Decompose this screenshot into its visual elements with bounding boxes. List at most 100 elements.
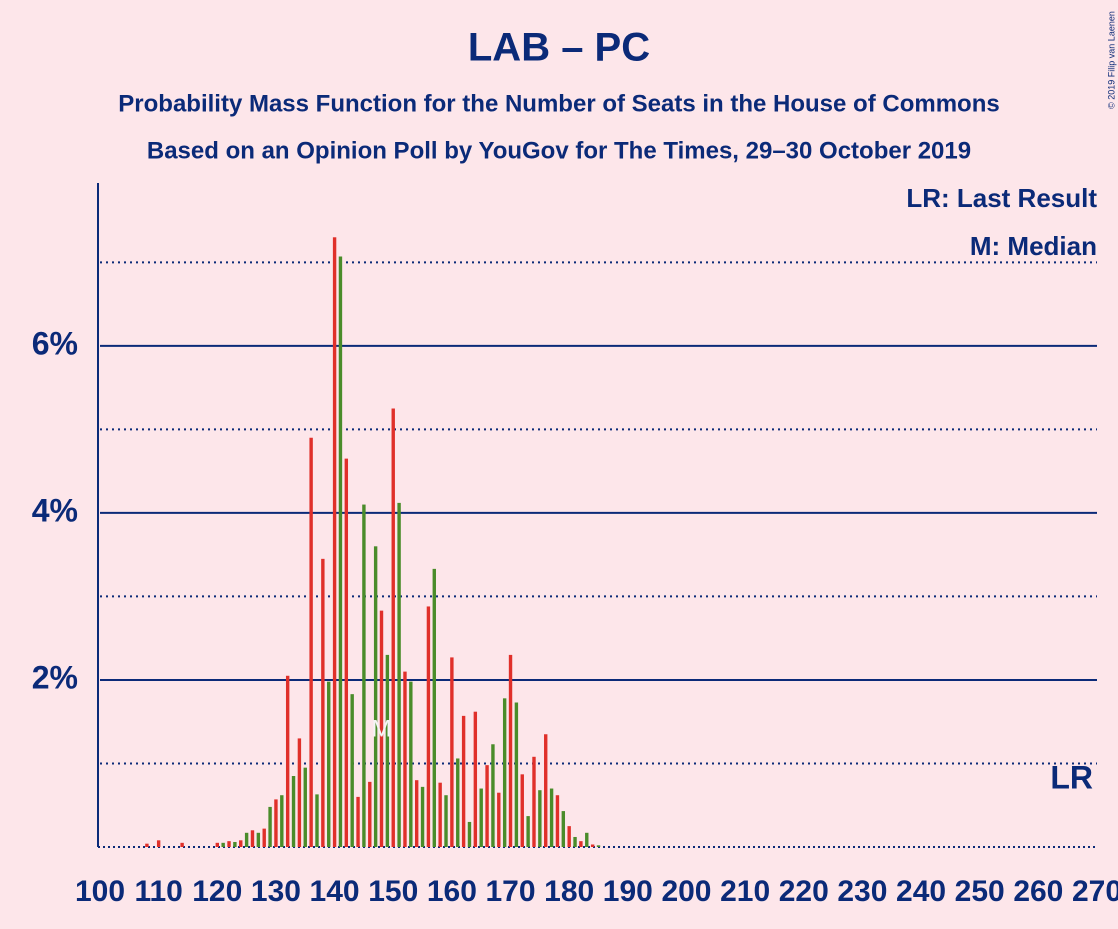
- bar: [256, 832, 261, 847]
- bar: [385, 654, 390, 847]
- bar: [274, 799, 278, 847]
- bar: [262, 828, 266, 847]
- bar: [315, 794, 319, 847]
- x-tick-label: 210: [720, 875, 770, 908]
- bar: [450, 657, 454, 847]
- bar: [508, 654, 513, 847]
- bar: [432, 568, 436, 847]
- x-tick-label: 260: [1013, 875, 1063, 908]
- bar: [590, 844, 595, 847]
- x-tick-label: 110: [134, 875, 182, 908]
- bar: [303, 767, 307, 847]
- annotation: LR: [1050, 760, 1093, 796]
- bar: [344, 458, 349, 847]
- bar: [544, 734, 548, 847]
- bar: [362, 504, 366, 847]
- bar: [456, 758, 460, 847]
- x-tick-label: 220: [779, 875, 829, 908]
- bar: [491, 744, 495, 847]
- bar: [579, 841, 583, 847]
- x-tick-label: 200: [661, 875, 711, 908]
- bar: [215, 842, 219, 847]
- bar: [156, 840, 161, 847]
- bar: [297, 738, 302, 847]
- bar: [414, 780, 419, 847]
- bar: [485, 765, 489, 847]
- bar: [520, 774, 524, 847]
- bar: [532, 756, 536, 847]
- y-tick-label: 6%: [32, 325, 78, 361]
- legend-entry: M: Median: [970, 231, 1097, 261]
- bar: [368, 781, 372, 847]
- bar: [555, 795, 560, 847]
- bar: [479, 788, 483, 847]
- bar: [291, 776, 296, 847]
- bar: [426, 606, 431, 847]
- legend-entry: LR: Last Result: [906, 183, 1097, 213]
- y-tick-label: 2%: [32, 659, 78, 695]
- bar: [538, 790, 542, 847]
- bar: [321, 558, 325, 847]
- x-tick-label: 190: [603, 875, 653, 908]
- bar: [327, 681, 331, 847]
- bar: [467, 821, 472, 847]
- x-tick-label: 170: [485, 875, 535, 908]
- bar: [497, 792, 501, 847]
- bar: [561, 811, 566, 847]
- bar: [585, 832, 589, 847]
- bar: [373, 546, 378, 847]
- y-tick-label: 4%: [32, 492, 78, 528]
- bar: [280, 795, 284, 847]
- chart-title: LAB – PC: [468, 26, 650, 70]
- x-tick-label: 250: [955, 875, 1005, 908]
- x-tick-label: 130: [251, 875, 301, 908]
- bar: [227, 841, 231, 847]
- x-tick-label: 270: [1072, 875, 1118, 908]
- bar: [332, 237, 337, 847]
- bar: [397, 502, 401, 847]
- annotation: M: [372, 715, 392, 742]
- bar: [233, 841, 237, 847]
- bar: [379, 610, 384, 847]
- bar: [350, 694, 354, 847]
- bar: [180, 842, 184, 847]
- bar: [285, 675, 290, 847]
- copyright: © 2019 Filip van Laenen: [1106, 11, 1116, 109]
- x-tick-label: 240: [896, 875, 946, 908]
- bar: [526, 816, 530, 847]
- bar: [250, 830, 255, 847]
- x-tick-label: 180: [544, 875, 594, 908]
- bar: [338, 256, 343, 847]
- bar: [145, 843, 149, 847]
- chart-subtitle: Based on an Opinion Poll by YouGov for T…: [147, 137, 971, 164]
- bar: [239, 840, 243, 847]
- bar: [403, 671, 407, 847]
- x-tick-label: 140: [310, 875, 360, 908]
- x-tick-label: 160: [427, 875, 477, 908]
- bar: [567, 826, 571, 847]
- bar: [221, 842, 225, 847]
- bar: [573, 836, 577, 847]
- bar: [391, 408, 395, 847]
- bar: [268, 806, 272, 847]
- bar: [444, 795, 448, 847]
- bar: [473, 711, 478, 847]
- x-tick-label: 120: [192, 875, 242, 908]
- bar: [549, 788, 554, 847]
- bar: [438, 782, 442, 847]
- x-tick-label: 230: [837, 875, 887, 908]
- bar: [461, 715, 466, 847]
- bar: [244, 832, 249, 847]
- bar: [596, 845, 601, 847]
- bar: [356, 796, 360, 847]
- bar: [514, 702, 519, 847]
- x-tick-label: 150: [368, 875, 418, 908]
- bar: [309, 437, 313, 847]
- chart-subtitle: Probability Mass Function for the Number…: [118, 90, 999, 117]
- bar: [409, 681, 413, 847]
- bar: [502, 698, 507, 847]
- x-tick-label: 100: [75, 875, 125, 908]
- bar: [420, 786, 425, 847]
